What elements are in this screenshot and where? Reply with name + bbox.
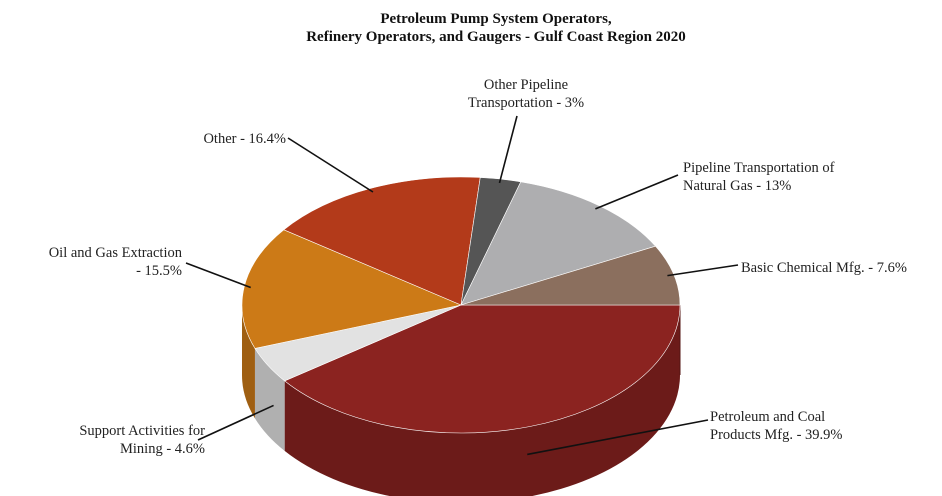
leader-line-pipeline-transportation-of bbox=[595, 174, 679, 210]
slice-label-line: Natural Gas - 13% bbox=[683, 178, 791, 194]
leader-line-oil-and-gas-extraction bbox=[185, 262, 251, 289]
slice-label-pipeline-transportation-of: Pipeline Transportation of Natural Gas - … bbox=[683, 160, 835, 194]
pie-slice-petroleum-and-coal bbox=[284, 304, 681, 434]
pie-top bbox=[241, 176, 681, 434]
slice-label-line: Other - 16.4% bbox=[203, 131, 286, 147]
slice-label-petroleum-and-coal: Petroleum and Coal Products Mfg. - 39.9% bbox=[710, 409, 843, 443]
pie-slice-other-16-4 bbox=[283, 176, 481, 306]
slice-label-oil-and-gas-extraction: Oil and Gas Extraction - 15.5% bbox=[49, 245, 183, 279]
pie-slice-pipeline-transportation-of bbox=[460, 181, 657, 306]
slice-label-line: Products Mfg. - 39.9% bbox=[710, 427, 843, 443]
leader-line-basic-chemical-mfg-7-6 bbox=[667, 264, 739, 277]
leader-line-other-pipeline bbox=[498, 115, 518, 184]
chart-title: Petroleum Pump System Operators, bbox=[380, 11, 612, 27]
slice-label-line: Transportation - 3% bbox=[468, 95, 584, 111]
slice-label-basic-chemical-mfg-7-6: Basic Chemical Mfg. - 7.6% bbox=[741, 260, 907, 276]
slice-label-line: Other Pipeline bbox=[484, 77, 568, 93]
pie-depth bbox=[242, 305, 681, 496]
chart-subtitle: Refinery Operators, and Gaugers - Gulf C… bbox=[306, 29, 686, 45]
slice-label-line: Mining - 4.6% bbox=[120, 441, 205, 457]
slice-label-other-16-4: Other - 16.4% bbox=[203, 131, 286, 147]
slice-label-line: Petroleum and Coal bbox=[710, 409, 825, 425]
slice-label-other-pipeline: Other Pipeline Transportation - 3% bbox=[468, 77, 584, 111]
slice-label-line: - 15.5% bbox=[136, 263, 182, 279]
slice-label-line: Oil and Gas Extraction bbox=[49, 245, 183, 261]
slice-label-line: Pipeline Transportation of bbox=[683, 160, 835, 176]
slice-label-support-activities-for: Support Activities for Mining - 4.6% bbox=[79, 423, 205, 457]
pie-labels: Petroleum and Coal Products Mfg. - 39.9% S… bbox=[49, 77, 907, 457]
pie-slice-oil-and-gas-extraction bbox=[241, 229, 462, 349]
slice-label-line: Support Activities for bbox=[79, 423, 205, 439]
pie-side-oil-and-gas-extraction bbox=[242, 305, 255, 419]
leader-line-other-16-4 bbox=[287, 137, 374, 193]
leader-line-petroleum-and-coal bbox=[527, 419, 709, 456]
pie-side-petroleum-and-coal bbox=[284, 305, 680, 496]
leader-line-support-activities-for bbox=[197, 404, 274, 441]
pie-side-support-activities-for bbox=[254, 348, 285, 451]
slice-label-line: Basic Chemical Mfg. - 7.6% bbox=[741, 260, 907, 276]
